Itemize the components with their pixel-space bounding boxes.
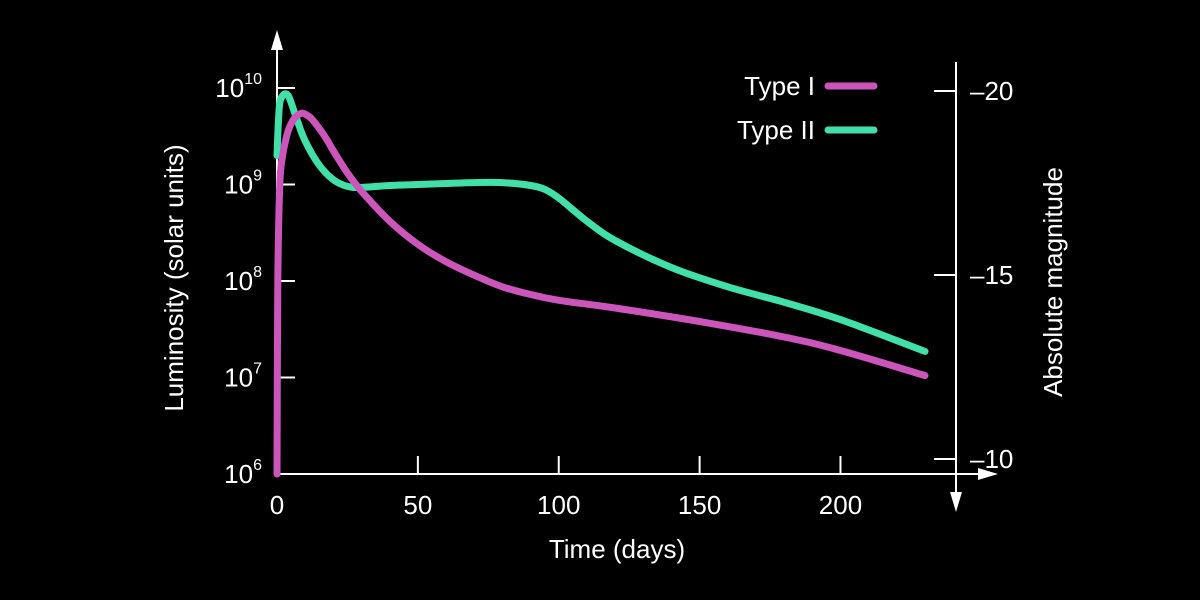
y-tick-label: 109 (224, 168, 262, 200)
right-y-axis-title: Absolute magnitude (1038, 167, 1068, 397)
legend-label-type-ii: Type II (737, 115, 815, 145)
x-axis-title: Time (days) (549, 534, 685, 564)
y2-tick-label: –10 (970, 444, 1013, 474)
y-tick-label: 108 (224, 264, 262, 296)
y-tick-label: 107 (224, 361, 262, 393)
chart-series-lines (273, 90, 929, 478)
chart-legend: Type I Type II (737, 71, 878, 145)
y-tick-label: 1010 (215, 71, 262, 103)
chart-axes (271, 30, 998, 512)
left-y-axis-arrow (271, 30, 283, 50)
y-tick-label: 106 (224, 457, 262, 489)
x-tick-label: 200 (819, 490, 862, 520)
x-tick-label: 150 (678, 490, 721, 520)
x-axis-arrow (978, 468, 998, 480)
chart-ticks: 0 50 100 150 200 106 107 108 109 1010 –20 –15 –10 (215, 71, 1013, 520)
left-y-axis-title: Luminosity (solar units) (159, 144, 189, 411)
series-line-type-i (273, 109, 929, 478)
x-tick-label: 50 (403, 490, 432, 520)
x-tick-label: 0 (270, 490, 284, 520)
right-y-axis-arrow (950, 492, 962, 512)
y2-tick-label: –20 (970, 76, 1013, 106)
y2-tick-label: –15 (970, 260, 1013, 290)
legend-label-type-i: Type I (744, 71, 815, 101)
series-line-type-ii (273, 90, 929, 355)
x-tick-label: 100 (537, 490, 580, 520)
